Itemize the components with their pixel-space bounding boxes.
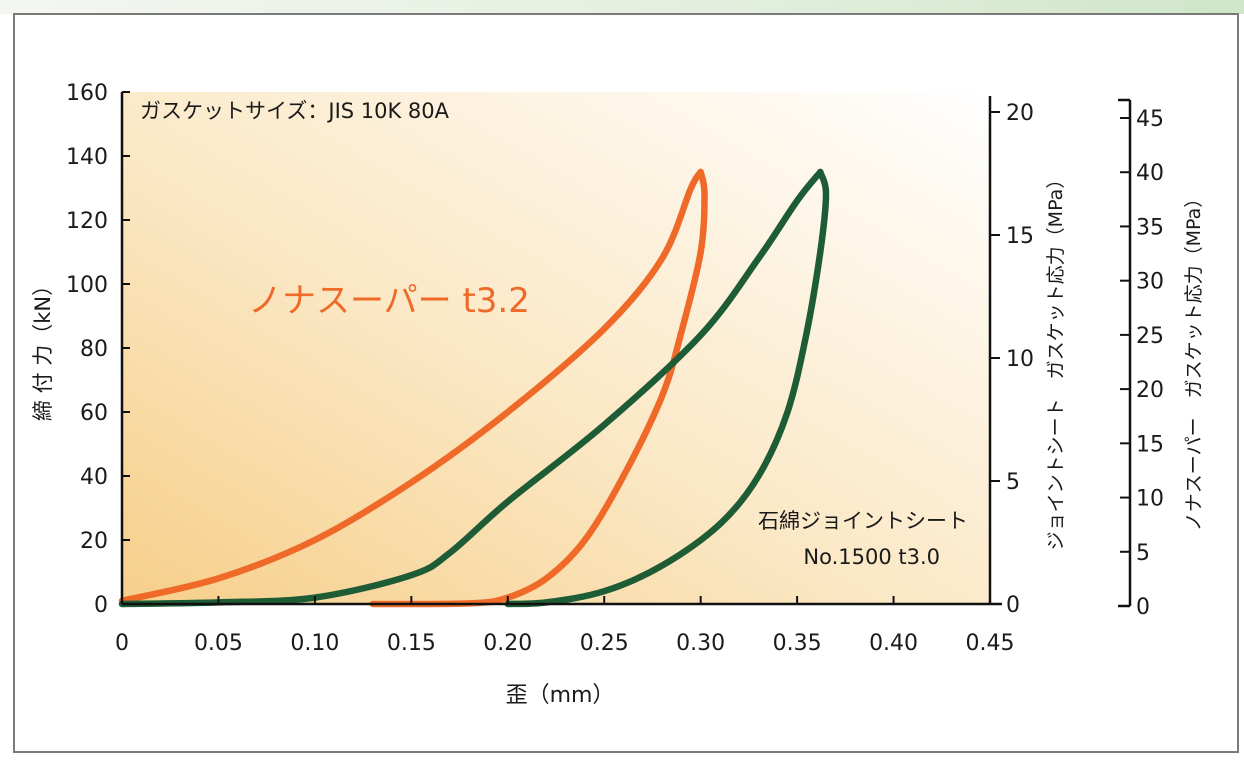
right-axis-1-tick-label: 20 [1006,101,1034,126]
y-tick-label: 20 [80,529,108,554]
x-tick-label: 0.10 [290,631,339,656]
y-axis-title: 締 付 力（kN） [31,275,55,421]
top-strip [0,0,1244,14]
right-axis-2-tick-label: 10 [1136,487,1164,512]
right-axis-2-tick-label: 35 [1136,215,1164,240]
right-axis-2-tick-label: 30 [1136,270,1164,295]
plot-background [122,92,990,604]
x-tick-label: 0.45 [966,631,1015,656]
x-tick-label: 0.30 [676,631,725,656]
right-axis-2-tick-label: 20 [1136,378,1164,403]
y-tick-label: 60 [80,401,108,426]
x-tick-label: 0.40 [869,631,918,656]
x-tick-label: 0.25 [580,631,629,656]
x-tick-label: 0.35 [773,631,822,656]
x-tick-label: 0.15 [387,631,436,656]
nona-series-label: ノナスーパー t3.2 [248,281,530,321]
x-axis-title: 歪（mm） [506,683,615,708]
right-axis-2-tick-label: 45 [1136,107,1164,132]
y-tick-label: 100 [66,273,108,298]
nona-super-loading-curve [118,168,704,605]
y-tick-label: 0 [94,593,108,618]
y-tick-label: 140 [66,145,108,170]
asbestos-series-label-line2: No.1500 t3.0 [803,545,940,569]
right-axis-2-tick-label: 0 [1136,595,1150,620]
curves [118,168,830,608]
right-axis-2-tick-label: 40 [1136,161,1164,186]
right-axis-2-tick-label: 5 [1136,541,1150,566]
right-axis-2-title: ノナスーパー ガスケット応力（MPa） [1183,189,1205,531]
right-axis-1-tick-label: 15 [1006,224,1034,249]
y-tick-label: 160 [66,81,108,106]
right-axis-2-tick-label: 25 [1136,324,1164,349]
y-tick-label: 40 [80,465,108,490]
x-tick-label: 0 [115,631,129,656]
nona-super-unloading-curve [369,168,708,608]
right-axis-1-tick-label: 0 [1006,593,1020,618]
y-tick-label: 120 [66,209,108,234]
asbestos-joint-sheet-unloading-curve [504,168,830,608]
gasket-size-annotation: ガスケットサイズ：JIS 10K 80A [140,99,450,123]
right-axis-2-tick-label: 15 [1136,432,1164,457]
x-tick-label: 0.20 [483,631,532,656]
asbestos-series-label-line1: 石綿ジョイントシート [758,509,968,533]
y-tick-label: 80 [80,337,108,362]
right-axis-1-tick-label: 10 [1006,347,1034,372]
right-axis-1-tick-label: 5 [1006,470,1020,495]
x-tick-label: 0.05 [194,631,243,656]
right-axis-1-title: ジョイントシート ガスケット応力（MPa） [1045,170,1067,551]
asbestos-joint-sheet-loading-curve [118,168,824,608]
